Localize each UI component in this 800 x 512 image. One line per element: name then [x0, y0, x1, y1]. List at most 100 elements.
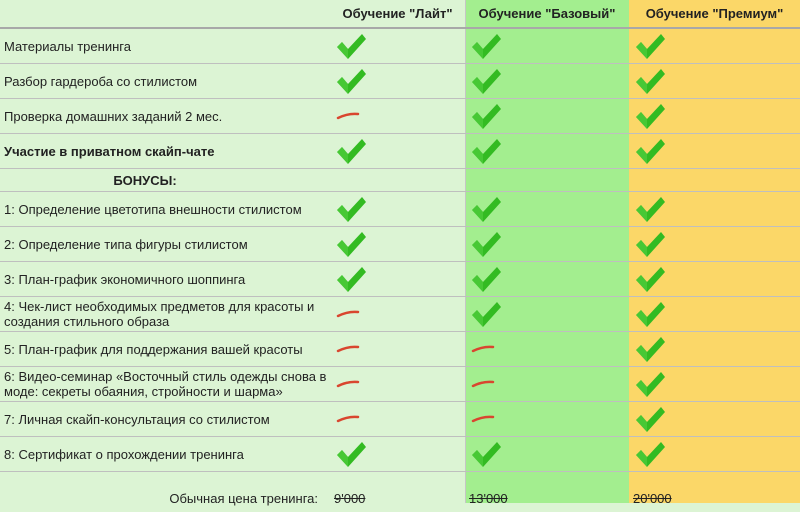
- cell-basic: [465, 227, 629, 262]
- feature-label: 7: Личная скайп-консультация со стилисто…: [0, 402, 330, 437]
- checkmark-icon: [334, 439, 465, 469]
- table-row: 3: План-график экономичного шоппинга: [0, 262, 800, 297]
- dash-icon: [469, 414, 629, 424]
- header-basic: Обучение "Базовый": [465, 0, 629, 28]
- table-row: 5: План-график для поддержания вашей кра…: [0, 332, 800, 367]
- cell-premium: [629, 367, 800, 402]
- cell-lite: [330, 99, 465, 134]
- cell-lite: [330, 297, 465, 332]
- feature-label: 4: Чек-лист необходимых предметов для кр…: [0, 297, 330, 332]
- dash-icon: [334, 379, 465, 389]
- cell-premium: [629, 99, 800, 134]
- checkmark-icon: [633, 66, 800, 96]
- cell-basic: [465, 28, 629, 64]
- cell-lite: [330, 169, 465, 192]
- cell-premium: [629, 402, 800, 437]
- cell-lite: [330, 367, 465, 402]
- feature-label: Материалы тренинга: [0, 28, 330, 64]
- checkmark-icon: [334, 66, 465, 96]
- cell-basic: [465, 297, 629, 332]
- price-premium: 20'000: [629, 472, 800, 512]
- feature-label: Проверка домашних заданий 2 мес.: [0, 99, 330, 134]
- feature-label: Разбор гардероба со стилистом: [0, 64, 330, 99]
- feature-label: 1: Определение цветотипа внешности стили…: [0, 192, 330, 227]
- cell-premium: [629, 262, 800, 297]
- price-lite: 9'000: [330, 472, 465, 512]
- cell-lite: [330, 227, 465, 262]
- table-row: Разбор гардероба со стилистом: [0, 64, 800, 99]
- checkmark-icon: [633, 229, 800, 259]
- cell-lite: [330, 64, 465, 99]
- cell-premium: [629, 332, 800, 367]
- price-row: Обычная цена тренинга: 9'000 13'000 20'0…: [0, 472, 800, 512]
- cell-basic: [465, 402, 629, 437]
- cell-basic: [465, 262, 629, 297]
- header-empty: [0, 0, 330, 28]
- cell-premium: [629, 227, 800, 262]
- checkmark-icon: [469, 439, 629, 469]
- cell-premium: [629, 64, 800, 99]
- checkmark-icon: [469, 264, 629, 294]
- checkmark-icon: [633, 299, 800, 329]
- dash-icon: [469, 344, 629, 354]
- feature-label: 8: Сертификат о прохождении тренинга: [0, 437, 330, 472]
- dash-icon: [334, 344, 465, 354]
- checkmark-icon: [633, 334, 800, 364]
- checkmark-icon: [633, 31, 800, 61]
- checkmark-icon: [334, 194, 465, 224]
- cell-premium: [629, 437, 800, 472]
- feature-label: 3: План-график экономичного шоппинга: [0, 262, 330, 297]
- bonus-heading: БОНУСЫ:: [0, 169, 330, 192]
- cell-basic: [465, 332, 629, 367]
- feature-label: Участие в приватном скайп-чате: [0, 134, 330, 169]
- cell-basic: [465, 437, 629, 472]
- checkmark-icon: [469, 194, 629, 224]
- cell-lite: [330, 262, 465, 297]
- dash-icon: [469, 379, 629, 389]
- cell-lite: [330, 134, 465, 169]
- header-premium: Обучение "Премиум": [629, 0, 800, 28]
- checkmark-icon: [469, 299, 629, 329]
- table-row: 6: Видео-семинар «Восточный стиль одежды…: [0, 367, 800, 402]
- cell-basic: [465, 134, 629, 169]
- checkmark-icon: [334, 31, 465, 61]
- feature-label: 2: Определение типа фигуры стилистом: [0, 227, 330, 262]
- cell-premium: [629, 169, 800, 192]
- cell-premium: [629, 192, 800, 227]
- cell-basic: [465, 99, 629, 134]
- table-row: 2: Определение типа фигуры стилистом: [0, 227, 800, 262]
- cell-basic: [465, 64, 629, 99]
- cell-lite: [330, 402, 465, 437]
- cell-lite: [330, 28, 465, 64]
- checkmark-icon: [633, 101, 800, 131]
- checkmark-icon: [633, 194, 800, 224]
- checkmark-icon: [334, 264, 465, 294]
- cell-premium: [629, 297, 800, 332]
- checkmark-icon: [334, 229, 465, 259]
- checkmark-icon: [469, 31, 629, 61]
- bonus-heading-row: БОНУСЫ:: [0, 169, 800, 192]
- checkmark-icon: [469, 101, 629, 131]
- table-row: 1: Определение цветотипа внешности стили…: [0, 192, 800, 227]
- feature-label: 6: Видео-семинар «Восточный стиль одежды…: [0, 367, 330, 402]
- table-row: 4: Чек-лист необходимых предметов для кр…: [0, 297, 800, 332]
- cell-basic: [465, 192, 629, 227]
- cell-lite: [330, 192, 465, 227]
- checkmark-icon: [469, 136, 629, 166]
- price-label: Обычная цена тренинга:: [0, 472, 330, 512]
- price-basic: 13'000: [465, 472, 629, 512]
- table-row: Материалы тренинга: [0, 28, 800, 64]
- dash-icon: [334, 414, 465, 424]
- cell-basic: [465, 169, 629, 192]
- checkmark-icon: [633, 439, 800, 469]
- cell-basic: [465, 367, 629, 402]
- table-row: 8: Сертификат о прохождении тренинга: [0, 437, 800, 472]
- checkmark-icon: [633, 369, 800, 399]
- feature-label: 5: План-график для поддержания вашей кра…: [0, 332, 330, 367]
- checkmark-icon: [469, 66, 629, 96]
- table-row: 7: Личная скайп-консультация со стилисто…: [0, 402, 800, 437]
- header-lite: Обучение "Лайт": [330, 0, 465, 28]
- table-row: Проверка домашних заданий 2 мес.: [0, 99, 800, 134]
- cell-premium: [629, 28, 800, 64]
